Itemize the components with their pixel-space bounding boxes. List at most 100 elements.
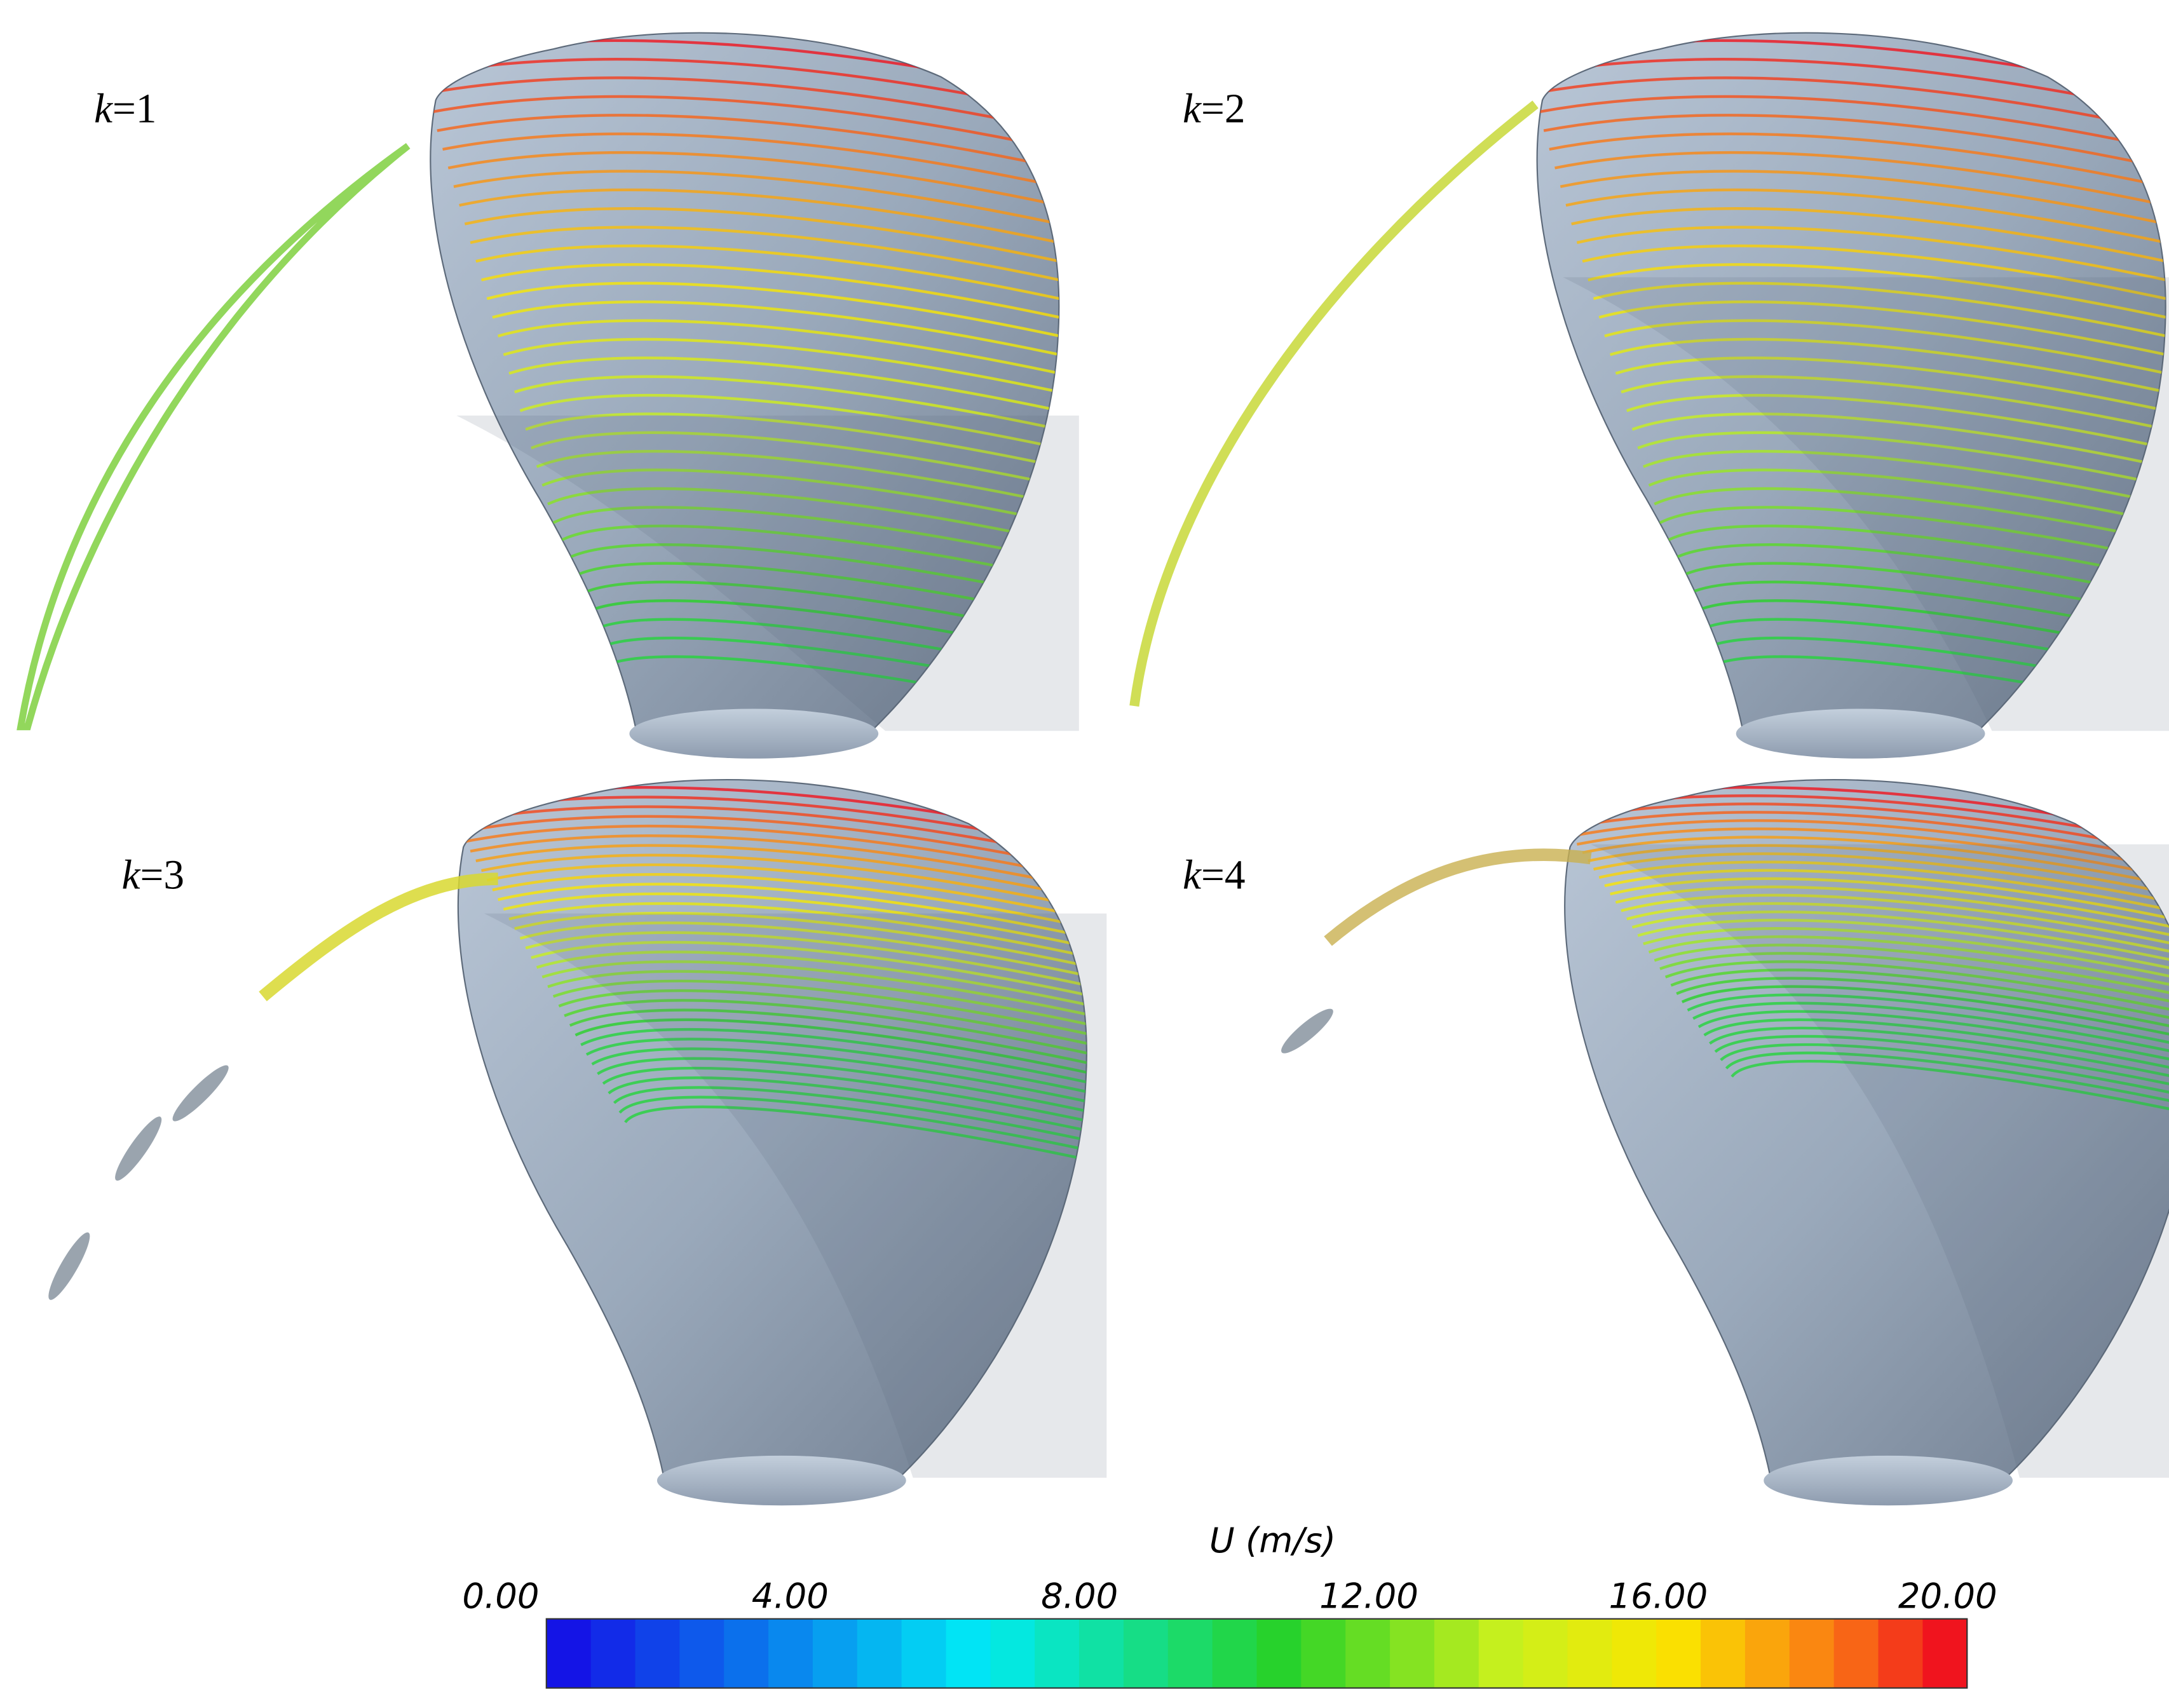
streamline: [503, 337, 1059, 398]
panel-value: =3: [140, 852, 184, 898]
streamline: [1626, 902, 2169, 962]
streamline: [1670, 543, 2166, 603]
streamline: [547, 970, 1087, 1030]
tip-vortex: [259, 872, 498, 1001]
streamline: [1571, 819, 2169, 879]
streamline: [1576, 226, 2166, 286]
streamline: [431, 95, 1059, 155]
streamline: [1725, 1051, 2169, 1111]
streamline: [1543, 114, 2166, 174]
streamline: [563, 543, 1059, 603]
streamline: [585, 1038, 1087, 1098]
color-block: [1478, 1618, 1524, 1688]
streamline: [1598, 301, 2166, 360]
color-block: [1079, 1618, 1125, 1688]
panel: [48, 779, 1107, 1506]
tip-vortex: [1324, 848, 1592, 946]
streamline: [1709, 1026, 2169, 1087]
panel: [17, 32, 1079, 759]
streamline: [1582, 244, 2166, 304]
blade-edge-shade: [1563, 277, 2169, 731]
streamline: [591, 1047, 1087, 1108]
streamline: [1659, 506, 2166, 566]
streamline: [1571, 207, 2166, 267]
colorbar-title: U (m/s): [1209, 1520, 1336, 1561]
streamline: [1604, 319, 2166, 379]
colorbar-tick-label: 20.00: [1898, 1575, 1997, 1616]
streamline: [1610, 337, 2166, 398]
color-block: [1612, 1618, 1657, 1688]
colorbar-variable: U: [1209, 1520, 1235, 1561]
streamline: [1720, 1043, 2169, 1103]
color-block: [635, 1618, 681, 1688]
streamline: [618, 1095, 1087, 1156]
colorbar-tick-label: 12.00: [1319, 1575, 1418, 1616]
color-block: [1301, 1618, 1347, 1688]
streamline: [514, 912, 1087, 972]
streamline: [481, 853, 1087, 914]
streamline: [1565, 188, 2166, 248]
streamline: [1659, 952, 2169, 1012]
streamline: [1554, 151, 2166, 211]
streamline: [459, 815, 1087, 875]
color-block: [1035, 1618, 1080, 1688]
streamline: [536, 450, 1059, 510]
streamline: [442, 132, 1059, 193]
color-block: [1833, 1618, 1879, 1688]
tip-vortex: [17, 143, 411, 731]
streamline: [552, 979, 1087, 1040]
hub: [1736, 708, 1985, 759]
panel-value: =2: [1201, 86, 1245, 132]
color-block: [1656, 1618, 1702, 1688]
color-block: [1922, 1618, 1968, 1688]
streamline: [1593, 281, 2166, 342]
blade: [1564, 779, 2169, 1479]
streamline: [1676, 977, 2169, 1037]
vortex-fragment: [172, 1065, 229, 1122]
blade-edge-shade: [1591, 844, 2169, 1478]
streamline: [1588, 263, 2166, 323]
streamline: [492, 873, 1087, 933]
streamline: [558, 524, 1059, 585]
colorbar-tick-label: 8.00: [1041, 1575, 1118, 1616]
panel-variable: k: [94, 86, 113, 132]
streamlines: [430, 39, 1059, 715]
streamline: [531, 431, 1059, 491]
color-block: [1434, 1618, 1479, 1688]
vortex-fragment: [48, 1232, 90, 1300]
streamline: [1714, 1034, 2169, 1095]
streamline: [1537, 76, 2166, 137]
streamline: [480, 263, 1059, 323]
streamline: [1631, 412, 2166, 473]
blade-edge-shade: [484, 913, 1107, 1478]
streamline: [508, 902, 1087, 962]
streamline: [492, 301, 1059, 360]
streamline: [531, 940, 1087, 1001]
streamline: [447, 151, 1059, 211]
colorbar-tick-label: 16.00: [1608, 1575, 1708, 1616]
hub: [1764, 1455, 2013, 1506]
color-block: [1878, 1618, 1924, 1688]
panel-label: k=1: [94, 86, 156, 132]
color-block: [679, 1618, 725, 1688]
streamline: [519, 921, 1087, 982]
colorbar-tick-label: 0.00: [462, 1575, 539, 1616]
streamline: [580, 1027, 1087, 1088]
streamline: [459, 188, 1059, 248]
streamline: [498, 883, 1087, 943]
color-block: [590, 1618, 636, 1688]
streamline: [525, 931, 1087, 991]
panel-value: =4: [1201, 852, 1245, 898]
color-block: [546, 1618, 592, 1688]
streamline: [1610, 877, 2169, 937]
streamline: [536, 951, 1087, 1010]
panel-label: k=4: [1183, 852, 1245, 898]
streamline: [1576, 827, 2169, 888]
color-block: [1123, 1618, 1169, 1688]
streamline: [498, 319, 1059, 379]
panel-variable: k: [122, 852, 141, 898]
panel-label: k=3: [122, 852, 184, 898]
color-block: [1523, 1618, 1568, 1688]
panel-value: =1: [112, 86, 156, 132]
